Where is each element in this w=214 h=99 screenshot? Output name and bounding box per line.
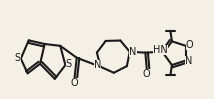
Text: O: O: [71, 78, 78, 88]
Text: O: O: [143, 69, 151, 79]
Text: HN: HN: [153, 45, 168, 55]
Text: S: S: [66, 59, 72, 69]
Text: N: N: [94, 60, 101, 70]
Text: N: N: [129, 47, 137, 57]
Text: O: O: [186, 40, 193, 50]
Text: N: N: [186, 56, 193, 66]
Text: S: S: [15, 53, 21, 63]
